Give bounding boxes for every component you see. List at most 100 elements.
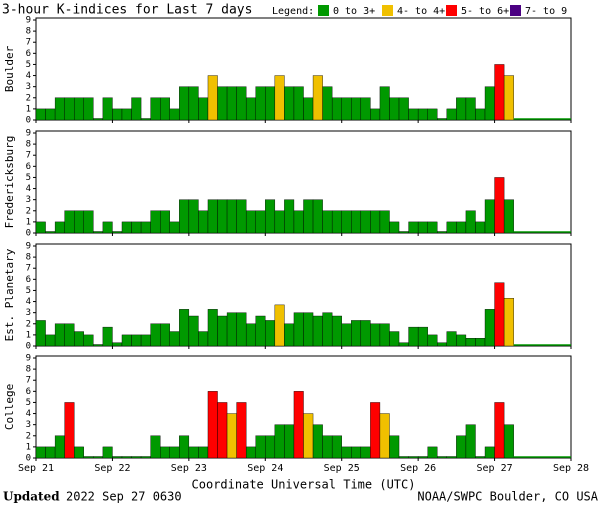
bar bbox=[341, 210, 352, 234]
bar bbox=[341, 97, 352, 121]
y-tick-label: 7 bbox=[26, 151, 31, 161]
bar bbox=[408, 221, 419, 234]
y-tick-label: 5 bbox=[26, 286, 31, 296]
bar bbox=[150, 97, 161, 121]
bar bbox=[150, 323, 161, 347]
bar bbox=[217, 86, 228, 121]
bar bbox=[303, 199, 314, 234]
x-tick-label: Sep 22 bbox=[94, 463, 130, 474]
legend-text: 0 to 3+ bbox=[333, 6, 375, 17]
y-tick-label: 3 bbox=[26, 420, 31, 430]
bar bbox=[370, 323, 381, 347]
y-tick-label: 7 bbox=[26, 264, 31, 274]
bar bbox=[207, 199, 218, 234]
bar bbox=[284, 86, 295, 121]
bar bbox=[360, 320, 371, 347]
bar bbox=[102, 221, 113, 234]
bar bbox=[417, 456, 428, 459]
bar bbox=[446, 221, 457, 234]
y-tick-label: 0 bbox=[26, 454, 31, 464]
bar bbox=[179, 86, 190, 121]
bar bbox=[265, 199, 276, 234]
bar bbox=[64, 323, 75, 347]
y-tick-label: 8 bbox=[26, 365, 31, 375]
bar bbox=[236, 199, 247, 234]
bar bbox=[484, 86, 495, 121]
bar bbox=[331, 435, 342, 459]
bar bbox=[351, 97, 362, 121]
bar bbox=[140, 221, 151, 234]
bar bbox=[102, 446, 113, 459]
y-tick-label: 6 bbox=[26, 49, 31, 59]
bar bbox=[217, 402, 228, 459]
bar bbox=[188, 315, 199, 347]
bar bbox=[226, 312, 237, 347]
bar bbox=[351, 446, 362, 459]
y-tick-label: 4 bbox=[26, 184, 31, 194]
y-tick-label: 9 bbox=[26, 354, 31, 364]
bar bbox=[417, 326, 428, 347]
bar bbox=[198, 446, 209, 459]
legend-swatch bbox=[446, 5, 457, 16]
bar bbox=[322, 435, 333, 459]
bar bbox=[188, 446, 199, 459]
bar bbox=[74, 97, 84, 121]
panel-title: Est. Planetary bbox=[3, 248, 16, 341]
bar bbox=[35, 221, 46, 234]
bar bbox=[169, 221, 180, 234]
bar bbox=[351, 210, 362, 234]
bar bbox=[112, 108, 123, 121]
bar bbox=[74, 210, 84, 234]
bar bbox=[198, 210, 209, 234]
bar bbox=[312, 424, 323, 459]
bar bbox=[226, 86, 237, 121]
bar bbox=[312, 75, 323, 121]
bar bbox=[150, 210, 161, 234]
bar bbox=[112, 342, 123, 347]
bar bbox=[74, 331, 84, 347]
bar bbox=[322, 86, 333, 121]
y-tick-label: 1 bbox=[26, 330, 31, 340]
bar bbox=[379, 413, 390, 459]
y-tick-label: 9 bbox=[26, 129, 31, 139]
bar bbox=[226, 413, 237, 459]
bar bbox=[169, 108, 180, 121]
bar bbox=[360, 210, 371, 234]
bar bbox=[140, 118, 151, 121]
x-axis-label: Coordinate Universal Time (UTC) bbox=[192, 478, 416, 492]
bar bbox=[217, 315, 228, 347]
bar bbox=[150, 435, 161, 459]
bar bbox=[341, 323, 352, 347]
bar bbox=[284, 424, 295, 459]
bar bbox=[265, 320, 276, 347]
bar bbox=[45, 334, 56, 347]
bar bbox=[503, 298, 514, 347]
bar bbox=[207, 309, 218, 347]
bar bbox=[131, 456, 142, 459]
bar bbox=[83, 97, 94, 121]
bar bbox=[341, 446, 352, 459]
bar bbox=[494, 402, 505, 459]
bar bbox=[475, 338, 486, 347]
bar bbox=[465, 338, 476, 347]
x-tick-label: Sep 24 bbox=[247, 463, 283, 474]
bar bbox=[351, 320, 362, 347]
bar bbox=[417, 108, 428, 121]
bar bbox=[131, 221, 142, 234]
bar bbox=[360, 97, 371, 121]
y-tick-label: 8 bbox=[26, 140, 31, 150]
panel-title: Fredericksburg bbox=[3, 136, 16, 229]
bar bbox=[179, 309, 190, 347]
bar bbox=[427, 446, 438, 459]
bar bbox=[274, 424, 285, 459]
bar bbox=[159, 323, 170, 347]
y-tick-label: 1 bbox=[26, 104, 31, 114]
bar bbox=[112, 231, 123, 234]
bar bbox=[207, 391, 218, 459]
bar bbox=[45, 446, 56, 459]
y-tick-label: 4 bbox=[26, 409, 31, 419]
bar bbox=[303, 312, 314, 347]
bar bbox=[379, 323, 390, 347]
